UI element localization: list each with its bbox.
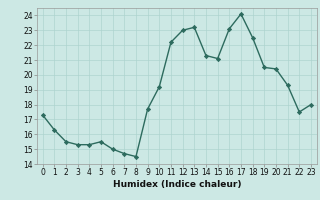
X-axis label: Humidex (Indice chaleur): Humidex (Indice chaleur)	[113, 180, 241, 189]
